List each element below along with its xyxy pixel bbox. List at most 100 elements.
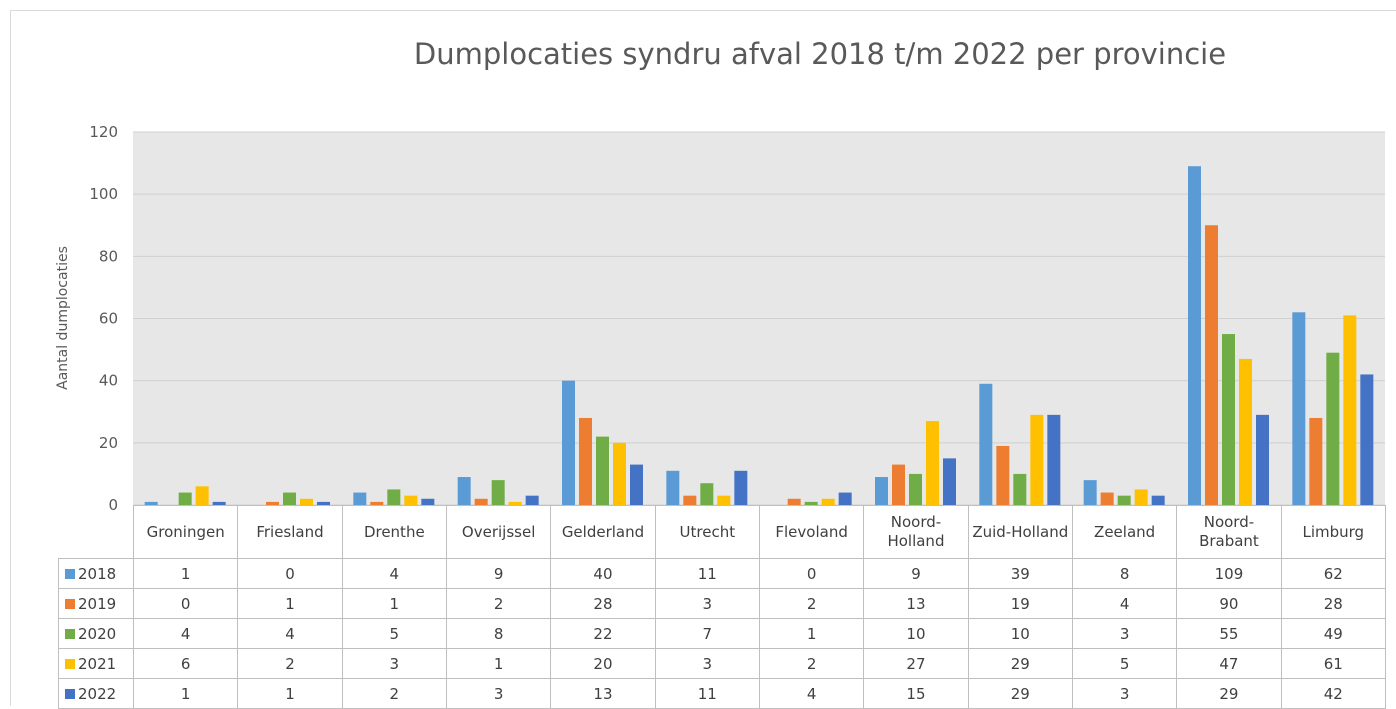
bar: [596, 437, 609, 505]
bar: [1309, 418, 1322, 505]
table-cell: 28: [1281, 589, 1385, 619]
table-cell: 5: [1072, 649, 1176, 679]
bar: [492, 480, 505, 505]
table-cell: 90: [1177, 589, 1281, 619]
y-tick-label: 20: [99, 434, 118, 452]
bar: [1152, 496, 1165, 505]
bar: [562, 381, 575, 505]
bar: [196, 486, 209, 505]
table-corner: [59, 506, 134, 559]
x-tick-label: Zeeland: [1072, 506, 1176, 559]
bar: [1118, 496, 1131, 505]
bar: [979, 384, 992, 505]
table-cell: 20: [551, 649, 655, 679]
table-cell: 2: [238, 649, 342, 679]
x-tick-label: Groningen: [134, 506, 238, 559]
table-cell: 3: [446, 679, 550, 709]
bar: [717, 496, 730, 505]
bar: [700, 483, 713, 505]
bar: [1343, 315, 1356, 505]
bar: [1135, 489, 1148, 505]
table-cell: 1: [446, 649, 550, 679]
bar: [283, 493, 296, 505]
bar: [1326, 353, 1339, 505]
bar: [1292, 312, 1305, 505]
table-cell: 42: [1281, 679, 1385, 709]
chart-title: Dumplocaties syndru afval 2018 t/m 2022 …: [414, 37, 1226, 71]
table-cell: 15: [864, 679, 968, 709]
y-tick-label: 100: [89, 185, 118, 203]
table-cell: 3: [342, 649, 446, 679]
legend-swatch: [65, 689, 75, 699]
bar: [1188, 166, 1201, 505]
table-cell: 6: [134, 649, 238, 679]
legend-label: 2021: [78, 655, 116, 673]
bar: [943, 458, 956, 505]
table-cell: 1: [238, 679, 342, 709]
table-cell: 10: [968, 619, 1072, 649]
table-cell: 11: [655, 559, 759, 589]
table-cell: 0: [134, 589, 238, 619]
bar: [1047, 415, 1060, 505]
bar: [179, 493, 192, 505]
y-tick-label: 60: [99, 310, 118, 328]
table-cell: 61: [1281, 649, 1385, 679]
bar: [909, 474, 922, 505]
x-tick-label: Drenthe: [342, 506, 446, 559]
bar: [458, 477, 471, 505]
bar: [1222, 334, 1235, 505]
table-cell: 62: [1281, 559, 1385, 589]
table-cell: 109: [1177, 559, 1281, 589]
table-cell: 0: [238, 559, 342, 589]
table-cell: 8: [1072, 559, 1176, 589]
bar: [926, 421, 939, 505]
table-cell: 4: [759, 679, 863, 709]
y-axis-label: Aantal dumplocaties: [55, 246, 71, 390]
table-cell: 9: [446, 559, 550, 589]
table-cell: 2: [446, 589, 550, 619]
legend-swatch: [65, 569, 75, 579]
y-tick-label: 80: [99, 247, 118, 265]
table-cell: 9: [864, 559, 968, 589]
table-cell: 27: [864, 649, 968, 679]
table-cell: 5: [342, 619, 446, 649]
table-cell: 19: [968, 589, 1072, 619]
x-tick-label: Zuid-Holland: [968, 506, 1072, 559]
bar: [666, 471, 679, 505]
x-tick-label: Gelderland: [551, 506, 655, 559]
bar: [839, 493, 852, 505]
legend-item: 2022: [59, 679, 134, 709]
table-cell: 22: [551, 619, 655, 649]
table-cell: 3: [655, 649, 759, 679]
y-tick-label: 40: [99, 372, 118, 390]
table-cell: 4: [238, 619, 342, 649]
bar: [1256, 415, 1269, 505]
table-cell: 2: [759, 589, 863, 619]
table-cell: 4: [134, 619, 238, 649]
x-tick-label: Noord-Brabant: [1177, 506, 1281, 559]
legend-item: 2021: [59, 649, 134, 679]
table-cell: 10: [864, 619, 968, 649]
legend-item: 2018: [59, 559, 134, 589]
legend-swatch: [65, 659, 75, 669]
bar: [630, 465, 643, 505]
bar: [1239, 359, 1252, 505]
table-cell: 1: [342, 589, 446, 619]
bar: [996, 446, 1009, 505]
x-tick-label: Friesland: [238, 506, 342, 559]
bar: [1013, 474, 1026, 505]
table-cell: 2: [759, 649, 863, 679]
table-cell: 0: [759, 559, 863, 589]
table-cell: 11: [655, 679, 759, 709]
x-tick-label: Overijssel: [446, 506, 550, 559]
bar: [1360, 374, 1373, 505]
legend-label: 2018: [78, 565, 116, 583]
